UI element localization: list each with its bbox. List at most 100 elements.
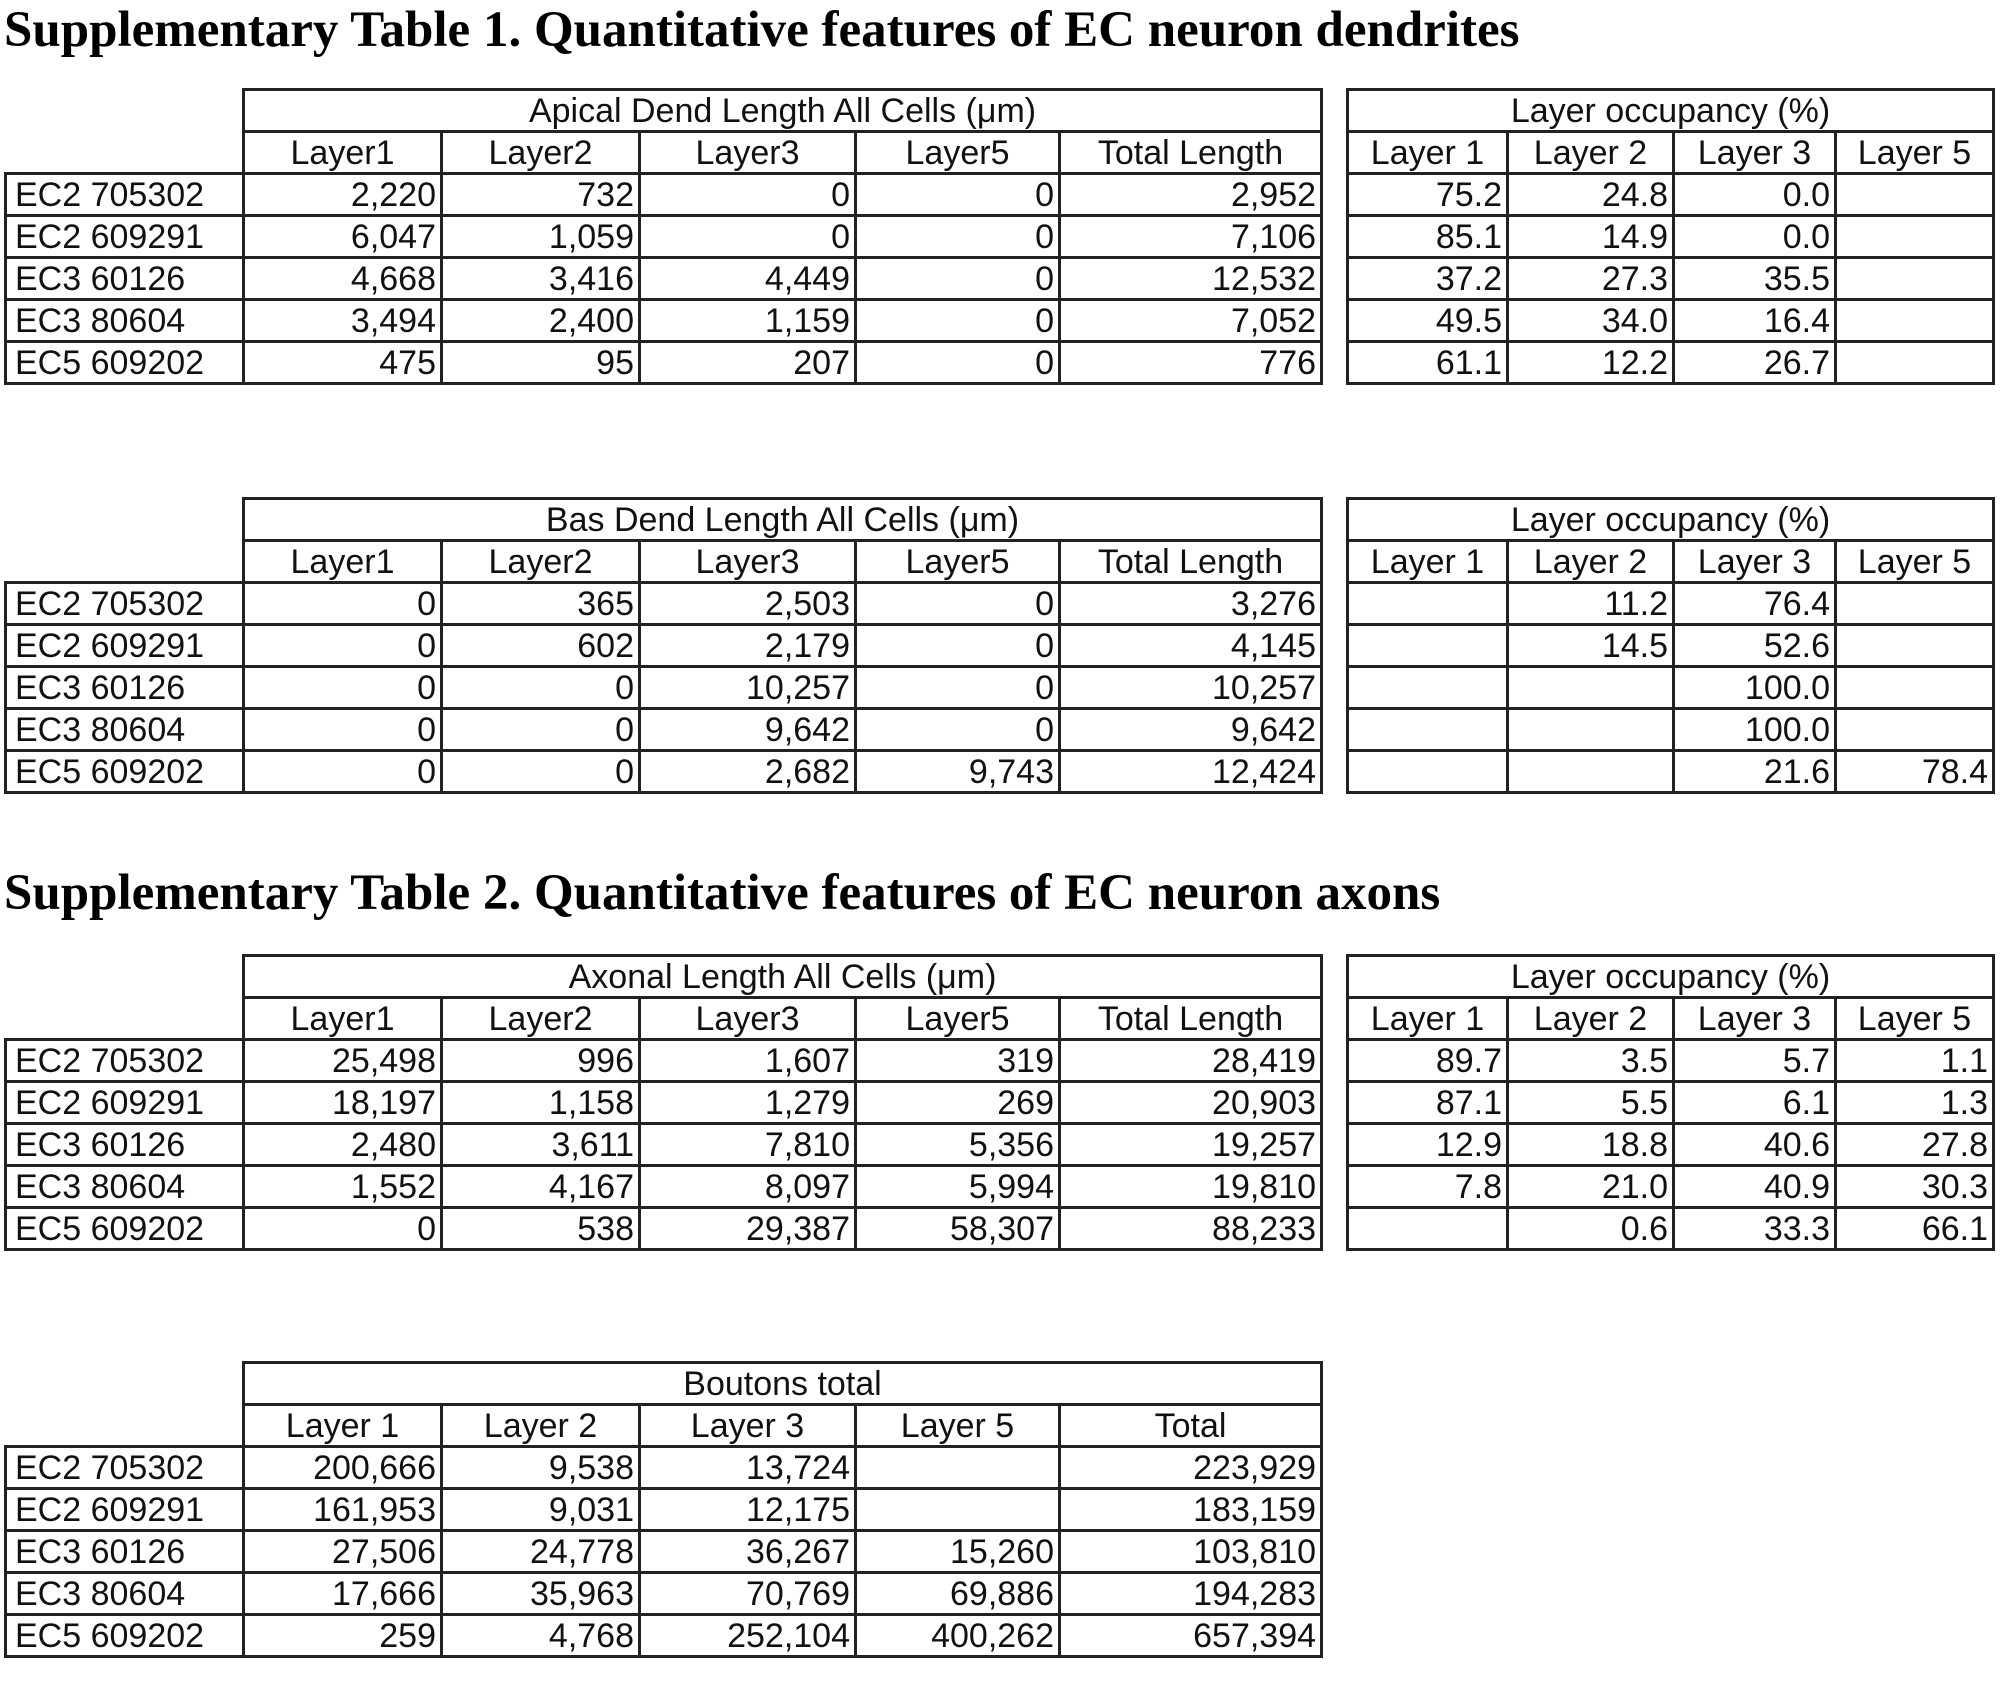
cell-id: EC3 80604 (4, 298, 245, 343)
occupancy-cell: 12.2 (1506, 340, 1675, 385)
value-cell: 1,552 (242, 1164, 443, 1209)
table-row: EC3 80604 0 0 9,642 0 9,642 (4, 707, 1323, 752)
cell-id: EC3 80604 (4, 707, 245, 752)
axon-length-table: Axonal Length All Cells (μm) Layer1 Layer2… (4, 954, 1324, 1251)
cell-id: EC5 609202 (4, 749, 245, 794)
value-cell: 0 (638, 214, 857, 259)
occupancy-cell: 12.9 (1346, 1122, 1509, 1167)
column-header: Layer 3 (1672, 130, 1837, 175)
cell-id: EC2 705302 (4, 172, 245, 217)
cell-id: EC2 705302 (4, 1445, 245, 1490)
value-cell: 776 (1057, 340, 1324, 385)
value-cell: 365 (440, 581, 641, 626)
column-header: Total Length (1058, 539, 1323, 584)
column-header: Layer 1 (1346, 996, 1509, 1041)
occupancy-cell (1346, 581, 1509, 626)
value-cell: 2,952 (1057, 172, 1324, 217)
value-cell: 0 (854, 707, 1061, 752)
value-cell: 4,668 (242, 256, 443, 301)
table-title: Boutons total (241, 1361, 1324, 1406)
value-cell: 657,394 (1057, 1613, 1324, 1658)
occupancy-cell (1506, 707, 1675, 752)
occupancy-cell: 87.1 (1346, 1080, 1509, 1125)
occupancy-cell (1346, 707, 1509, 752)
occupancy-cell: 6.1 (1672, 1080, 1837, 1125)
value-cell: 0 (242, 1206, 443, 1251)
value-cell: 9,743 (854, 749, 1061, 794)
title-row: Layer occupancy (%) (1346, 88, 1995, 133)
title-row: Bas Dend Length All Cells (μm) (6, 497, 1323, 542)
value-cell: 0 (854, 256, 1061, 301)
table-row: EC2 705302 0 365 2,503 0 3,276 (4, 581, 1323, 626)
table-row: 100.0 (1346, 707, 1995, 752)
table-row: 12.9 18.8 40.6 27.8 (1346, 1122, 1995, 1167)
occupancy-cell: 0.0 (1672, 172, 1837, 217)
value-cell: 0 (242, 749, 443, 794)
value-cell: 0 (440, 665, 641, 710)
column-header: Layer 3 (1672, 996, 1837, 1041)
occupancy-cell: 0.6 (1506, 1206, 1675, 1251)
value-cell: 36,267 (638, 1529, 857, 1574)
occupancy-cell (1506, 749, 1675, 794)
occupancy-cell: 7.8 (1346, 1164, 1509, 1209)
table-row: 7.8 21.0 40.9 30.3 (1346, 1164, 1995, 1209)
cell-id: EC3 60126 (4, 1529, 245, 1574)
value-cell: 0 (854, 581, 1061, 626)
table-row: EC3 60126 4,668 3,416 4,449 0 12,532 (4, 256, 1324, 301)
column-header: Layer 3 (1672, 539, 1837, 584)
cell-id: EC2 609291 (4, 214, 245, 259)
occupancy-cell: 1.3 (1834, 1080, 1995, 1125)
value-cell: 0 (854, 340, 1061, 385)
occupancy-cell: 49.5 (1346, 298, 1509, 343)
header-row: Layer 1 Layer 2 Layer 3 Layer 5 (1346, 130, 1995, 175)
occupancy-cell: 3.5 (1506, 1038, 1675, 1083)
table-row: EC3 60126 0 0 10,257 0 10,257 (4, 665, 1323, 710)
value-cell: 4,449 (638, 256, 857, 301)
value-cell: 3,494 (242, 298, 443, 343)
occupancy-cell: 100.0 (1672, 707, 1837, 752)
column-header: Layer1 (242, 996, 443, 1041)
occupancy-cell (1834, 172, 1995, 217)
occupancy-cell: 35.5 (1672, 256, 1837, 301)
title-row: Axonal Length All Cells (μm) (6, 954, 1324, 999)
occupancy-cell: 66.1 (1834, 1206, 1995, 1251)
empty-corner (6, 1363, 244, 1405)
value-cell: 27,506 (242, 1529, 443, 1574)
empty-corner (6, 998, 244, 1040)
table-row: 11.2 76.4 (1346, 581, 1995, 626)
value-cell: 0 (242, 623, 443, 668)
value-cell: 161,953 (242, 1487, 443, 1532)
value-cell: 4,145 (1058, 623, 1323, 668)
column-header: Layer 2 (1506, 996, 1675, 1041)
column-header: Layer2 (440, 996, 641, 1041)
column-header: Layer5 (854, 539, 1061, 584)
value-cell: 24,778 (440, 1529, 641, 1574)
value-cell: 7,810 (638, 1122, 857, 1167)
table-row: EC3 80604 1,552 4,167 8,097 5,994 19,810 (4, 1164, 1324, 1209)
table-title: Layer occupancy (%) (1346, 497, 1995, 542)
value-cell: 12,424 (1058, 749, 1323, 794)
value-cell: 3,416 (440, 256, 641, 301)
column-header: Layer3 (638, 130, 857, 175)
cell-id: EC3 60126 (4, 256, 245, 301)
occupancy-cell: 34.0 (1506, 298, 1675, 343)
table-row: 85.1 14.9 0.0 (1346, 214, 1995, 259)
value-cell: 9,642 (638, 707, 857, 752)
occupancy-cell: 5.5 (1506, 1080, 1675, 1125)
table-row: EC2 609291 161,953 9,031 12,175 183,159 (4, 1487, 1324, 1532)
table-row: 87.1 5.5 6.1 1.3 (1346, 1080, 1995, 1125)
table-title: Bas Dend Length All Cells (μm) (242, 497, 1323, 542)
value-cell: 0 (242, 707, 443, 752)
table-row: EC3 80604 17,666 35,963 70,769 69,886 194,283 (4, 1571, 1324, 1616)
value-cell: 7,052 (1057, 298, 1324, 343)
value-cell: 0 (242, 581, 443, 626)
value-cell: 0 (242, 665, 443, 710)
value-cell: 0 (638, 172, 857, 217)
table-row: EC2 609291 18,197 1,158 1,279 269 20,903 (4, 1080, 1324, 1125)
table-row: 14.5 52.6 (1346, 623, 1995, 668)
column-header: Layer3 (638, 996, 857, 1041)
value-cell: 194,283 (1057, 1571, 1324, 1616)
value-cell: 69,886 (854, 1571, 1061, 1616)
empty-corner (6, 956, 244, 998)
table-row: 37.2 27.3 35.5 (1346, 256, 1995, 301)
